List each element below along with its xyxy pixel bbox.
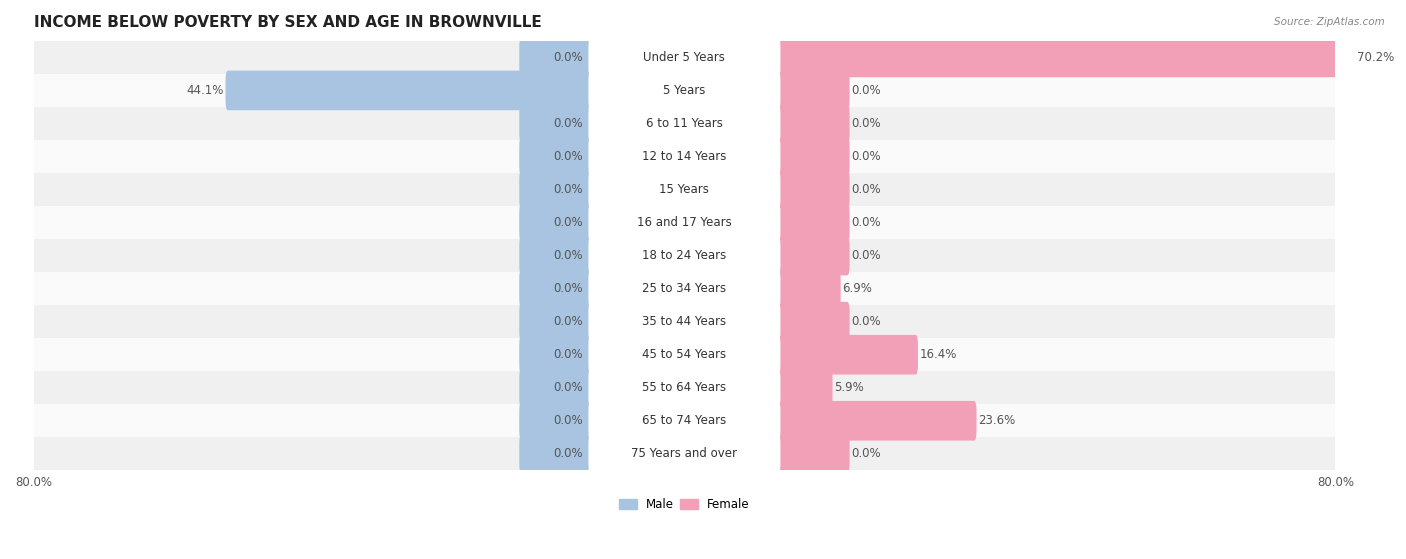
FancyBboxPatch shape <box>519 269 589 309</box>
FancyBboxPatch shape <box>780 434 849 473</box>
FancyBboxPatch shape <box>589 137 780 176</box>
FancyBboxPatch shape <box>780 70 849 110</box>
Bar <box>34 404 1336 437</box>
Text: 23.6%: 23.6% <box>979 414 1015 427</box>
Bar <box>34 140 1336 173</box>
Text: 0.0%: 0.0% <box>553 381 582 394</box>
Text: 5.9%: 5.9% <box>834 381 863 394</box>
FancyBboxPatch shape <box>780 236 849 276</box>
FancyBboxPatch shape <box>519 203 589 243</box>
Text: 0.0%: 0.0% <box>553 282 582 295</box>
Text: Under 5 Years: Under 5 Years <box>644 51 725 64</box>
Text: 12 to 14 Years: 12 to 14 Years <box>643 150 727 163</box>
FancyBboxPatch shape <box>780 203 849 243</box>
FancyBboxPatch shape <box>780 137 849 176</box>
Text: 45 to 54 Years: 45 to 54 Years <box>643 348 727 361</box>
Text: 55 to 64 Years: 55 to 64 Years <box>643 381 727 394</box>
Bar <box>34 41 1336 74</box>
Bar <box>34 305 1336 338</box>
FancyBboxPatch shape <box>780 401 977 440</box>
FancyBboxPatch shape <box>780 302 849 342</box>
FancyBboxPatch shape <box>780 269 841 309</box>
FancyBboxPatch shape <box>519 170 589 210</box>
Text: 0.0%: 0.0% <box>553 447 582 460</box>
Text: 0.0%: 0.0% <box>553 150 582 163</box>
Text: 0.0%: 0.0% <box>553 216 582 229</box>
Bar <box>34 338 1336 371</box>
Bar <box>34 272 1336 305</box>
FancyBboxPatch shape <box>780 368 832 408</box>
FancyBboxPatch shape <box>519 434 589 473</box>
Text: 18 to 24 Years: 18 to 24 Years <box>643 249 727 262</box>
Text: 65 to 74 Years: 65 to 74 Years <box>643 414 727 427</box>
FancyBboxPatch shape <box>589 203 780 243</box>
FancyBboxPatch shape <box>589 170 780 210</box>
Text: 0.0%: 0.0% <box>851 117 880 130</box>
FancyBboxPatch shape <box>519 236 589 276</box>
Legend: Male, Female: Male, Female <box>614 494 755 516</box>
Text: 0.0%: 0.0% <box>851 183 880 196</box>
Text: 35 to 44 Years: 35 to 44 Years <box>643 315 727 328</box>
Text: 6 to 11 Years: 6 to 11 Years <box>645 117 723 130</box>
Bar <box>34 437 1336 470</box>
FancyBboxPatch shape <box>519 137 589 176</box>
FancyBboxPatch shape <box>589 236 780 276</box>
FancyBboxPatch shape <box>589 368 780 408</box>
Text: 0.0%: 0.0% <box>851 216 880 229</box>
FancyBboxPatch shape <box>589 401 780 440</box>
FancyBboxPatch shape <box>589 302 780 342</box>
Text: 75 Years and over: 75 Years and over <box>631 447 737 460</box>
Text: 16 and 17 Years: 16 and 17 Years <box>637 216 731 229</box>
Text: 0.0%: 0.0% <box>851 249 880 262</box>
FancyBboxPatch shape <box>589 335 780 375</box>
FancyBboxPatch shape <box>225 70 589 110</box>
FancyBboxPatch shape <box>780 170 849 210</box>
FancyBboxPatch shape <box>589 103 780 143</box>
FancyBboxPatch shape <box>780 103 849 143</box>
Text: 0.0%: 0.0% <box>553 51 582 64</box>
Bar <box>34 74 1336 107</box>
FancyBboxPatch shape <box>519 401 589 440</box>
Text: 0.0%: 0.0% <box>553 249 582 262</box>
Text: 15 Years: 15 Years <box>659 183 710 196</box>
Text: 0.0%: 0.0% <box>553 414 582 427</box>
Text: Source: ZipAtlas.com: Source: ZipAtlas.com <box>1274 17 1385 27</box>
FancyBboxPatch shape <box>519 302 589 342</box>
FancyBboxPatch shape <box>780 37 1355 77</box>
Text: 70.2%: 70.2% <box>1357 51 1395 64</box>
Text: 25 to 34 Years: 25 to 34 Years <box>643 282 727 295</box>
Text: 0.0%: 0.0% <box>851 84 880 97</box>
Text: 0.0%: 0.0% <box>851 447 880 460</box>
FancyBboxPatch shape <box>589 70 780 110</box>
Text: 0.0%: 0.0% <box>553 183 582 196</box>
Text: 16.4%: 16.4% <box>920 348 957 361</box>
FancyBboxPatch shape <box>589 37 780 77</box>
Text: 0.0%: 0.0% <box>553 348 582 361</box>
Text: 44.1%: 44.1% <box>187 84 224 97</box>
Bar <box>34 239 1336 272</box>
FancyBboxPatch shape <box>519 368 589 408</box>
FancyBboxPatch shape <box>519 103 589 143</box>
Bar <box>34 206 1336 239</box>
Text: 0.0%: 0.0% <box>553 315 582 328</box>
Text: 0.0%: 0.0% <box>851 150 880 163</box>
FancyBboxPatch shape <box>780 335 918 375</box>
FancyBboxPatch shape <box>519 37 589 77</box>
Text: 0.0%: 0.0% <box>851 315 880 328</box>
FancyBboxPatch shape <box>589 434 780 473</box>
Text: 6.9%: 6.9% <box>842 282 872 295</box>
Text: 5 Years: 5 Years <box>664 84 706 97</box>
Bar <box>34 107 1336 140</box>
FancyBboxPatch shape <box>589 269 780 309</box>
Text: INCOME BELOW POVERTY BY SEX AND AGE IN BROWNVILLE: INCOME BELOW POVERTY BY SEX AND AGE IN B… <box>34 15 541 30</box>
Text: 0.0%: 0.0% <box>553 117 582 130</box>
Bar <box>34 173 1336 206</box>
FancyBboxPatch shape <box>519 335 589 375</box>
Bar <box>34 371 1336 404</box>
